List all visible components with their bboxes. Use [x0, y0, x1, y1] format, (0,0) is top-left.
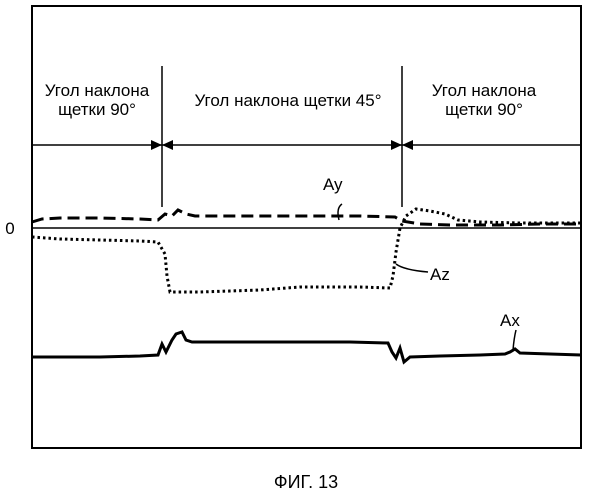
ax-curve	[32, 332, 581, 362]
ay-label: Ay	[323, 175, 343, 194]
ay-curve	[32, 210, 581, 225]
figure-caption: ФИГ. 13	[274, 472, 338, 492]
zero-label: 0	[5, 219, 14, 238]
arrowhead-3-left	[402, 140, 413, 150]
arrowhead-1-right	[151, 140, 162, 150]
ay-leader	[338, 204, 342, 220]
arrowhead-2-right	[391, 140, 402, 150]
az-curve	[32, 209, 581, 292]
phase-3-label-line1: Угол наклона	[432, 81, 537, 100]
arrowhead-2-left	[162, 140, 173, 150]
phase-3-label-line2: щетки 90°	[445, 100, 523, 119]
ax-label: Ax	[500, 311, 520, 330]
az-label: Az	[430, 265, 450, 284]
phase-1-label-line2: щетки 90°	[58, 100, 136, 119]
phase-1-label-line1: Угол наклона	[45, 81, 150, 100]
az-leader	[396, 264, 428, 272]
phase-2-label: Угол наклона щетки 45°	[194, 91, 381, 110]
ax-leader	[513, 330, 516, 350]
plot-frame	[32, 6, 581, 448]
